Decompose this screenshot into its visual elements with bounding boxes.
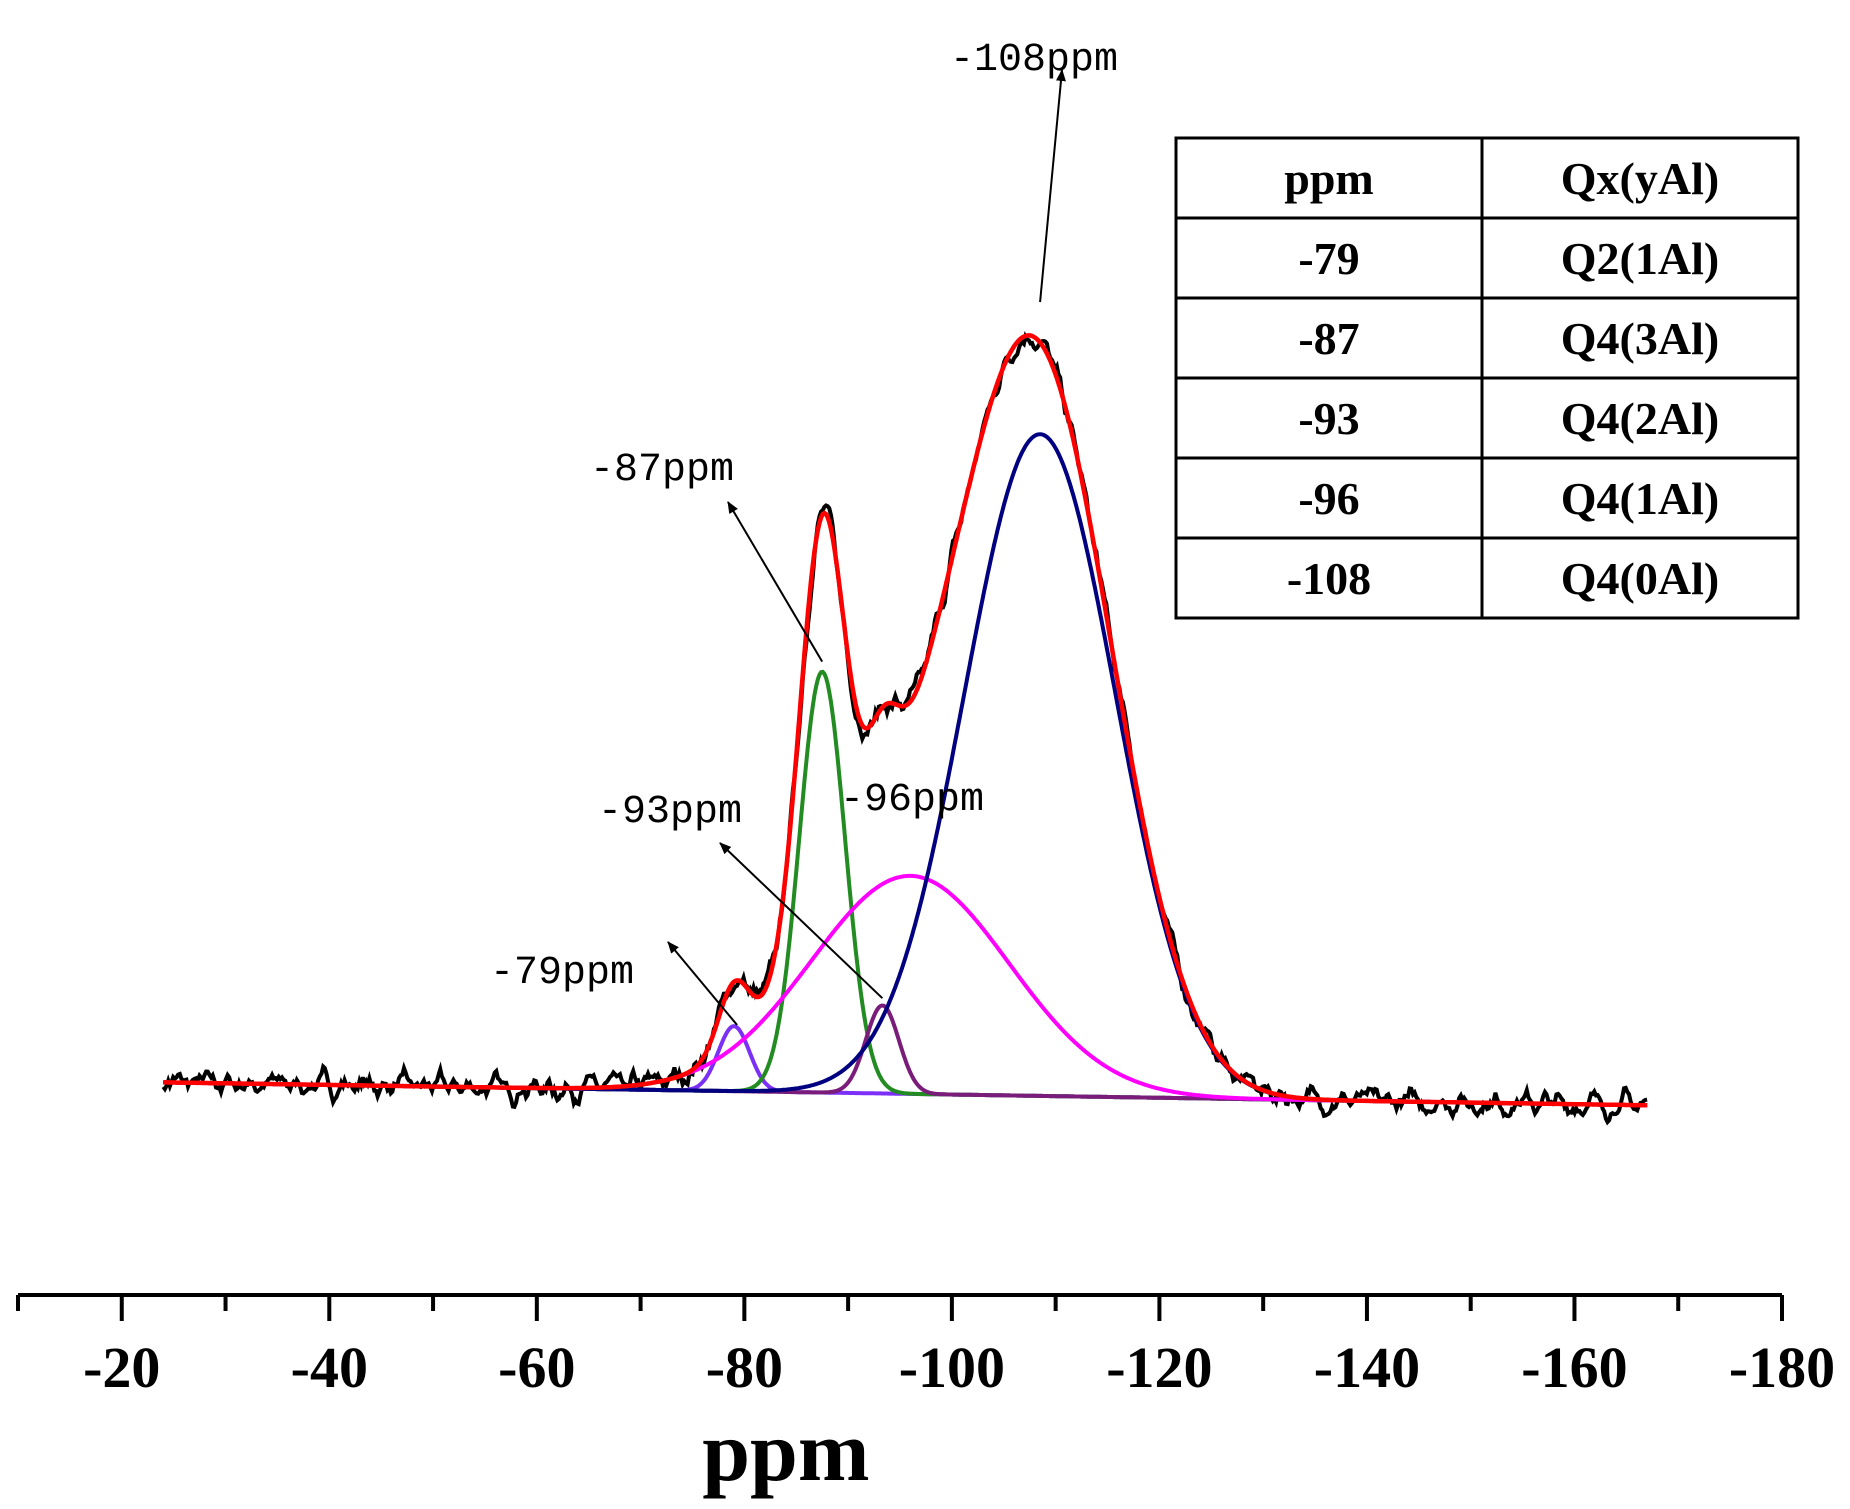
peak-arrow	[1039, 69, 1066, 303]
table-cell: Q4(1Al)	[1561, 473, 1719, 524]
plot-area	[161, 331, 1648, 1126]
peak-arrow	[719, 842, 884, 999]
peak-label: -108ppm	[950, 38, 1118, 83]
table-cell: -87	[1298, 313, 1359, 364]
peak-arrow	[667, 941, 738, 1026]
component-peak-3	[163, 873, 1648, 1108]
table-cell: -93	[1298, 393, 1359, 444]
peak-label: -79ppm	[490, 951, 634, 996]
table-cell: Q4(3Al)	[1561, 313, 1719, 364]
x-tick-label: -120	[1106, 1335, 1212, 1400]
table-cell: Q2(1Al)	[1561, 233, 1719, 284]
table-cell: Q4(2Al)	[1561, 393, 1719, 444]
peak-label: -96ppm	[840, 778, 984, 823]
table-header-cell: ppm	[1284, 153, 1373, 204]
x-tick-label: -20	[83, 1335, 160, 1400]
peak-annotations: -108ppm -87ppm -96ppm -93ppm -79ppm	[490, 38, 1118, 1026]
peak-label: -93ppm	[598, 790, 742, 835]
table-cell: -96	[1298, 473, 1359, 524]
x-tick-label: -60	[498, 1335, 575, 1400]
component-peak-1	[163, 669, 1648, 1108]
x-tick-label: -40	[291, 1335, 368, 1400]
x-tick-label: -180	[1729, 1335, 1835, 1400]
table-cell: -79	[1298, 233, 1359, 284]
x-tick-label: -80	[706, 1335, 783, 1400]
peak-arrow	[727, 501, 824, 663]
x-axis: -20 -40 -60 -80 -100 -120 -140 -160 -180 ppm	[16, 1293, 1835, 1499]
fitted-sum-line	[163, 333, 1648, 1108]
table-cell: Q4(0Al)	[1561, 553, 1719, 604]
table-cell: -108	[1287, 553, 1371, 604]
x-axis-title: ppm	[702, 1403, 869, 1499]
assignment-table: ppm Qx(yAl) -79 Q2(1Al) -87 Q4(3Al) -93 Q4(2Al)…	[1174, 136, 1800, 620]
table-header-cell: Qx(yAl)	[1561, 153, 1719, 204]
x-tick-label: -140	[1314, 1335, 1420, 1400]
peak-label: -87ppm	[590, 448, 734, 493]
x-tick-label: -100	[899, 1335, 1005, 1400]
x-tick-label: -160	[1521, 1335, 1627, 1400]
